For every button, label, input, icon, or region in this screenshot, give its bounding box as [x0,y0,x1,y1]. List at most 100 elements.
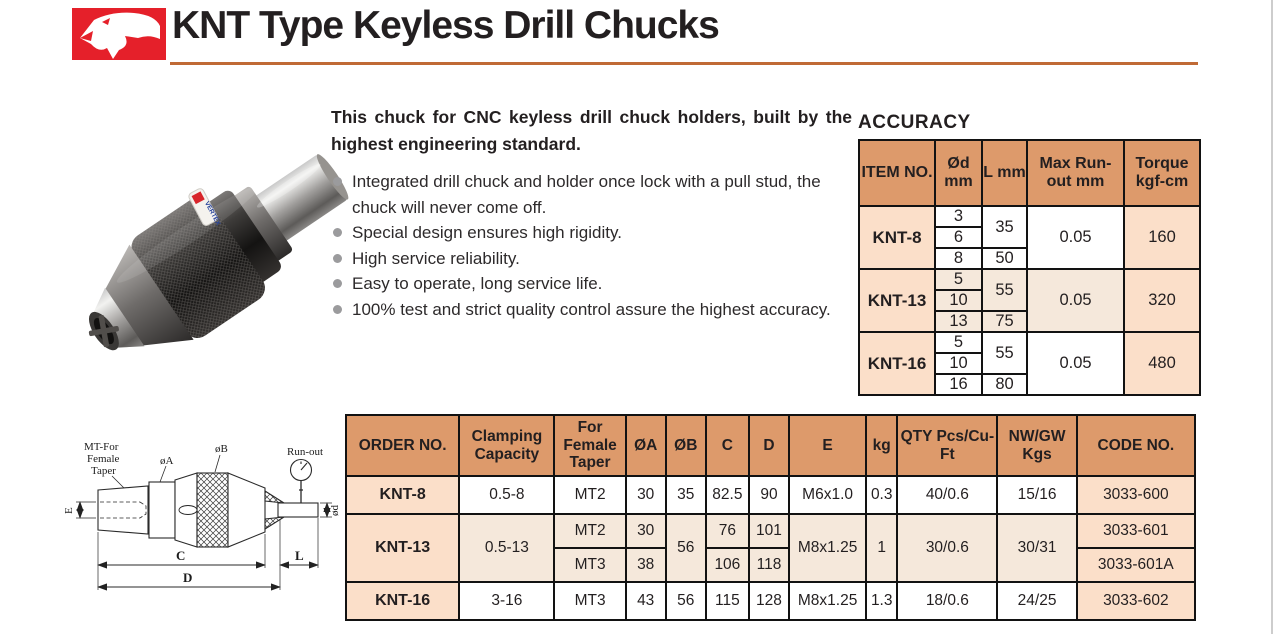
item-no: KNT-13 [858,268,936,333]
clamping: 0.5-13 [458,513,556,583]
col-taper: For Female Taper [553,414,627,477]
c: 76 [704,513,750,549]
kg: 1.3 [865,581,899,621]
l-value: 55 [981,331,1028,375]
kg: 1 [865,513,899,583]
e: M8x1.25 [788,581,868,621]
intro-block: This chuck for CNC keyless drill chuck h… [331,104,852,322]
accuracy-heading: ACCURACY [858,112,971,133]
col-clamping: Clamping Capacity [458,414,556,477]
title-underline [170,62,1198,65]
col-od: Ød mm [934,139,983,207]
taper: MT2 [553,513,627,549]
col-torque: Torque kgf-cm [1123,139,1201,207]
item-no: KNT-16 [858,331,936,396]
label-mt-2: Female [87,453,119,465]
l-value: 35 [981,205,1028,249]
spec-section: ORDER NO. Clamping Capacity For Female T… [344,414,1197,621]
oa: 38 [624,547,667,583]
torque-value: 320 [1123,268,1201,333]
feature-item: Special design ensures high rigidity. [331,220,852,246]
code-no: 3033-602 [1075,581,1197,621]
dimension-diagram: MT-For Female Taper øA øB Run-out E ød C… [60,422,346,627]
qty: 30/0.6 [896,513,999,583]
e: M8x1.25 [788,513,868,583]
label-mt-1: MT-For [84,441,119,453]
label-e: E [63,507,75,514]
l-value: 80 [981,373,1028,396]
col-order-no: ORDER NO. [344,414,461,477]
code-no: 3033-600 [1075,475,1197,515]
accuracy-table: ITEM NO. Ød mm L mm Max Run-out mm Torqu… [858,139,1201,396]
c: 82.5 [704,475,750,515]
od-value: 10 [934,352,983,375]
code-no: 3033-601A [1075,547,1197,583]
product-photo: VERTEX [62,110,350,412]
item-no: KNT-8 [858,205,936,270]
label-mt-3: Taper [91,465,116,477]
spec-row-knt13b: MT3 38 106 118 3033-601A [346,547,1197,583]
drill-chuck-image: VERTEX [88,154,349,351]
oa: 30 [624,475,667,515]
label-ob: øB [215,443,228,455]
page-edge-line [1271,0,1273,634]
brand-logo [72,8,166,60]
order-no: KNT-16 [344,581,461,621]
spec-table: ORDER NO. Clamping Capacity For Female T… [344,414,1197,621]
col-oa: ØA [624,414,667,477]
clamping: 0.5-8 [458,475,556,515]
order-no: KNT-13 [344,513,461,583]
oa: 30 [624,513,667,549]
kg: 0.3 [865,475,899,515]
feature-item: 100% test and strict quality control ass… [331,297,852,323]
runout-value: 0.05 [1026,331,1125,396]
oa: 43 [624,581,667,621]
label-oa: øA [160,455,174,467]
taper: MT3 [553,547,627,583]
col-l: L mm [981,139,1028,207]
code-no: 3033-601 [1075,513,1197,549]
od-value: 16 [934,373,983,396]
qty: 18/0.6 [896,581,999,621]
feature-item: Easy to operate, long service life. [331,271,852,297]
nwgw: 24/25 [996,581,1078,621]
accuracy-section: ACCURACY ITEM NO. Ød mm L mm Max Run-out… [858,112,1201,396]
clamping: 3-16 [458,581,556,621]
od-value: 3 [934,205,983,228]
nwgw: 15/16 [996,475,1078,515]
runout-value: 0.05 [1026,205,1125,270]
torque-value: 480 [1123,331,1201,396]
feature-item: High service reliability. [331,246,852,272]
od-value: 13 [934,310,983,333]
ob: 56 [664,513,707,583]
od-value: 5 [934,331,983,354]
torque-value: 160 [1123,205,1201,270]
d: 118 [747,547,791,583]
col-runout: Max Run-out mm [1026,139,1125,207]
eagle-icon [80,12,160,59]
od-value: 8 [934,247,983,270]
taper: MT2 [553,475,627,515]
qty: 40/0.6 [896,475,999,515]
od-value: 5 [934,268,983,291]
spec-row-knt13a: KNT-13 0.5-13 MT2 30 56 76 101 M8x1.25 1… [344,513,1197,583]
spec-row-knt8: KNT-8 0.5-8 MT2 30 35 82.5 90 M6x1.0 0.3… [344,475,1197,515]
col-kg: kg [865,414,899,477]
col-nwgw: NW/GW Kgs [996,414,1078,477]
col-c: C [704,414,750,477]
ob: 35 [664,475,707,515]
taper: MT3 [553,581,627,621]
col-code-no: CODE NO. [1075,414,1197,477]
e: M6x1.0 [788,475,868,515]
od-value: 10 [934,289,983,312]
col-e: E [788,414,868,477]
label-l: L [295,548,304,563]
label-c: C [176,548,185,563]
label-d: D [183,570,192,585]
d: 128 [747,581,791,621]
feature-list: Integrated drill chuck and holder once l… [331,169,852,322]
runout-value: 0.05 [1026,268,1125,333]
col-item-no: ITEM NO. [858,139,936,207]
col-qty: QTY Pcs/Cu-Ft [896,414,999,477]
l-value: 50 [981,247,1028,270]
